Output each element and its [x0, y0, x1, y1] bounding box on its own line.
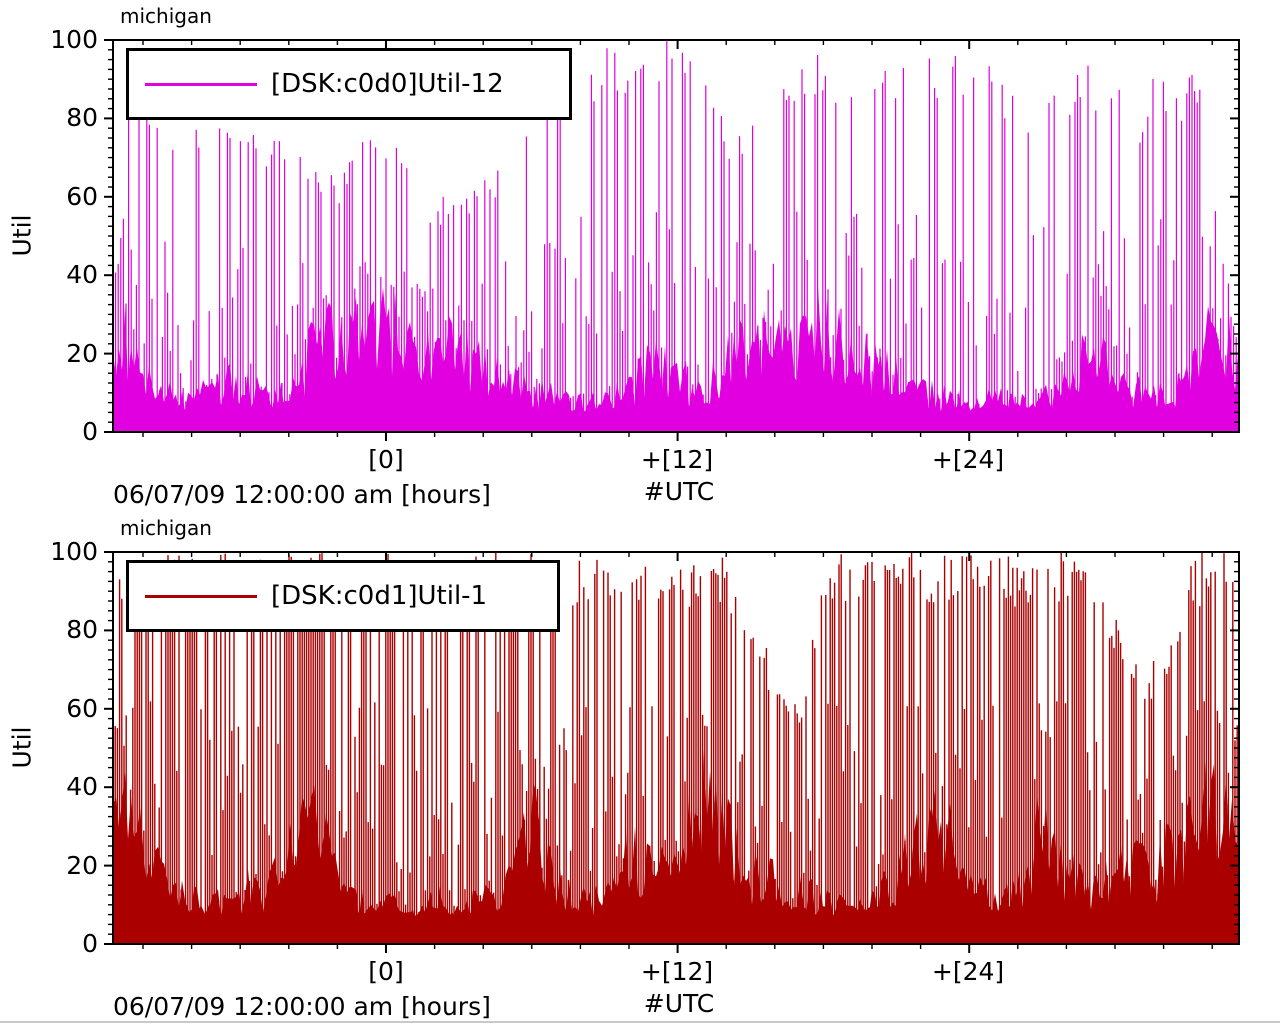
y-tick-label: 20: [66, 850, 98, 880]
chart-title: michigan: [120, 4, 212, 28]
x-tick-label: +[24]: [931, 445, 1005, 474]
x-axis-date-label: 06/07/09 12:00:00 am [hours]: [113, 480, 491, 509]
x-tick-label: +[24]: [931, 957, 1005, 986]
utc-label: #UTC: [643, 989, 715, 1018]
x-axis-date-label: 06/07/09 12:00:00 am [hours]: [113, 992, 491, 1021]
legend-line-sample: [145, 82, 257, 86]
x-tick-label: [0]: [368, 445, 404, 474]
y-tick-label: 100: [50, 537, 98, 566]
chart-plot-area: [104, 39, 1240, 441]
chart-plot-area: [104, 551, 1240, 953]
legend-box: [DSK:c0d0]Util-12: [126, 48, 572, 120]
legend-line-sample: [145, 594, 257, 598]
y-tick-label: 0: [82, 929, 98, 958]
legend-box: [DSK:c0d1]Util-1: [126, 560, 560, 632]
x-tick-label: [0]: [368, 957, 404, 986]
y-tick-label: 100: [50, 25, 98, 54]
chart-title: michigan: [120, 516, 212, 540]
x-tick-label: +[12]: [640, 957, 714, 986]
x-tick-label: +[12]: [640, 445, 714, 474]
y-tick-label: 60: [66, 181, 98, 211]
y-tick-label: 80: [66, 615, 98, 645]
legend-label: [DSK:c0d0]Util-12: [271, 69, 504, 99]
y-tick-label: 80: [66, 103, 98, 133]
y-tick-label: 40: [66, 772, 98, 802]
bottom-divider: [0, 1021, 1280, 1023]
y-tick-label: 60: [66, 693, 98, 723]
utc-label: #UTC: [643, 477, 715, 506]
y-tick-label: 40: [66, 260, 98, 290]
legend-label: [DSK:c0d1]Util-1: [271, 581, 488, 611]
y-tick-label: 0: [82, 417, 98, 446]
y-tick-label: 20: [66, 338, 98, 368]
